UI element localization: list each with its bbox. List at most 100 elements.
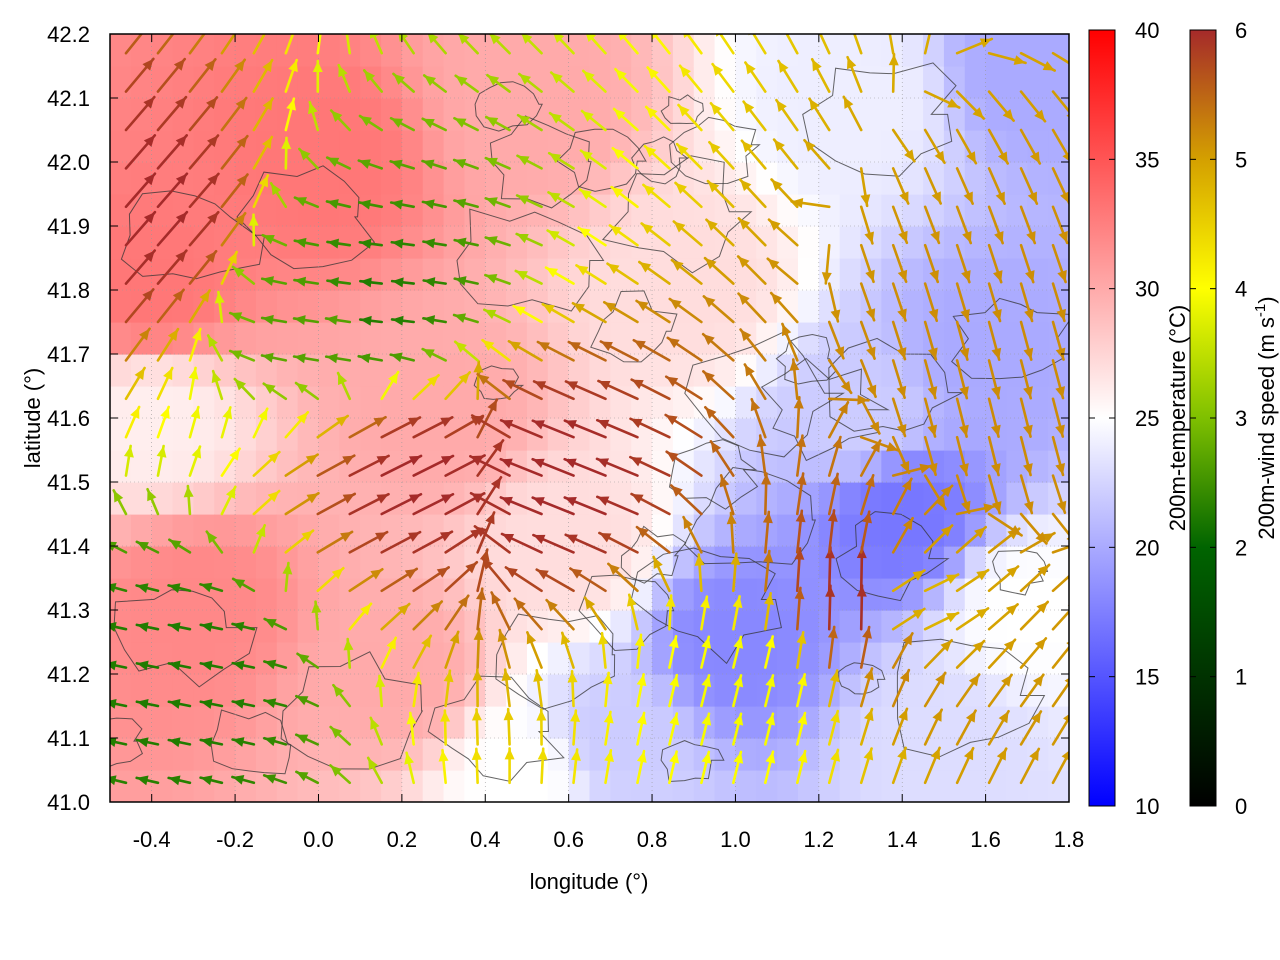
heatmap-cell [1048,706,1069,739]
wind-arrow-head [454,118,467,128]
wind-arrow-head [343,639,354,651]
wind-arrow-head [838,402,848,415]
heatmap-cell [318,322,340,355]
wind-arrow-head [406,712,417,725]
heatmap-cell [401,226,424,259]
wind-arrow-head [843,96,854,109]
heatmap-cell [443,642,466,675]
wind-arrow-head [780,22,790,34]
wind-arrow-head [927,462,938,475]
x-tick-label: 0.6 [553,827,584,852]
wind-arrow-head [549,153,562,164]
heatmap-cell [631,610,653,643]
heatmap-cell [526,386,549,419]
heatmap-cell [1048,98,1069,131]
heatmap-cell [1027,66,1049,99]
y-tick-label: 41.0 [47,790,90,815]
wind-arrow-head [477,374,490,385]
heatmap-cell [276,450,299,483]
heatmap-cell [714,610,737,643]
wind-colorbar: 0 1 2 3 4 5 6 200m-wind speed (m s-1) [1189,18,1279,819]
heatmap-cell [881,98,903,131]
wind-arrow-head [404,752,415,765]
heatmap-cell [172,674,194,707]
wind-arrow-head [521,34,533,44]
heatmap-cell [902,706,924,739]
heatmap-cell [714,546,737,579]
wind-arrow-head [765,751,776,764]
wind-arrow-head [360,603,372,616]
wind-arrow-head [568,342,581,352]
heatmap-cell [693,578,716,611]
heatmap-cell [1027,770,1049,802]
wind-arrow-head [547,230,560,241]
wind-arrow-head [136,541,149,552]
heatmap-cell [526,450,549,483]
heatmap-cell [568,578,591,611]
heatmap-cell [151,546,174,579]
wind-arrow-head [671,260,684,271]
wind-arrow-head [536,709,547,721]
wind-arrow-head [299,148,311,161]
wind-arrow-shaft [1051,512,1069,537]
wind-arrow-head [505,567,518,578]
wind-arrow-head [147,489,157,502]
wind-arrow-head [667,337,680,349]
wind-arrow-head [745,62,756,75]
wind-arrow-head [136,699,149,709]
heatmap-cell [151,674,174,707]
heatmap-cell [839,290,862,323]
wind-arrow-head [404,568,417,579]
wind-arrow-head [454,313,467,323]
wind-arrow-head [570,710,581,722]
heatmap-cell [693,66,716,99]
wind-arrow-head [995,191,1005,204]
heatmap-cell [547,546,570,579]
wind-arrow-head [546,600,558,612]
heatmap-cell [735,194,757,227]
wind-arrow-head [733,751,744,764]
heatmap-cell [130,674,153,707]
heatmap-cell [714,258,737,291]
heatmap-cell [214,482,236,515]
wind-arrow-head [608,563,620,575]
heatmap-cell [506,610,528,643]
heatmap-cell [902,482,924,515]
wind-arrow-head [864,668,874,681]
wind-arrow-head [767,258,780,270]
wind-arrow-head [703,334,715,346]
wind-arrow-head [706,219,718,231]
wind-arrow-head [683,517,693,530]
heatmap-cell [485,738,507,771]
heatmap-cell [714,162,737,195]
heatmap-cell [151,322,174,355]
heatmap-cell [902,226,924,259]
wind-arrow-head [370,569,383,580]
heatmap-cell [214,706,236,739]
wind-arrow-head [206,531,218,544]
heatmap-cell [943,194,966,227]
wind-arrow-head [946,612,959,623]
wind-arrow-head [740,179,752,192]
heatmap-cell [506,98,528,131]
wind-arrow-head [503,380,516,390]
heatmap-cell [422,706,445,739]
heatmap-cell [881,738,903,771]
heatmap-cell [589,738,611,771]
contour-line [620,525,687,584]
wind-arrow-head [864,231,874,244]
heatmap-cell [381,514,403,547]
heatmap-cell [797,34,820,67]
heatmap-cell [255,258,278,291]
wind-arrow-head [110,698,117,709]
wind-arrow-head [236,136,248,148]
wind-arrow-head [143,212,155,224]
wind-arrow-head [694,554,705,566]
contour-line [556,128,647,192]
heatmap-cell [214,66,236,99]
wind-arrow-head [928,347,938,360]
heatmap-cell [797,258,820,291]
wind-arrow-head [1025,270,1035,283]
heatmap-cell [714,34,737,67]
